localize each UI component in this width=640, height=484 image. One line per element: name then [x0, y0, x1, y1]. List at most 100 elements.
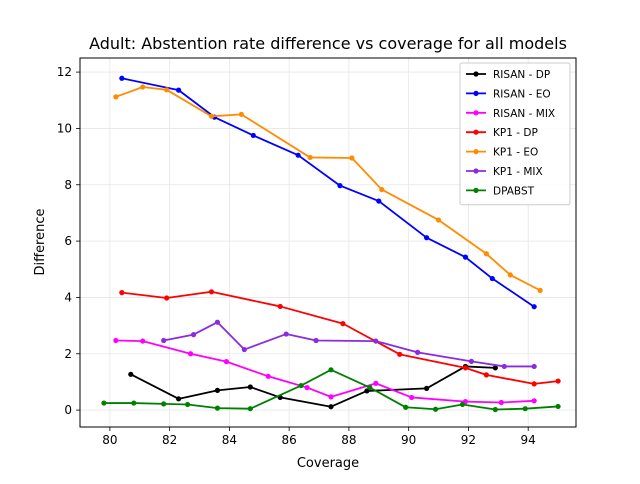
legend-label: DPABST [493, 185, 535, 197]
data-point [283, 331, 289, 337]
data-point [250, 132, 256, 139]
data-point [223, 359, 230, 365]
y-axis-label: Difference [33, 208, 48, 275]
data-point [164, 295, 170, 301]
y-tick-label: 4 [64, 290, 72, 304]
data-point [373, 338, 379, 344]
data-point [161, 401, 167, 407]
series-group [161, 319, 537, 370]
data-point [247, 406, 253, 412]
data-point [531, 398, 537, 404]
data-point [531, 363, 537, 370]
data-point [501, 363, 507, 370]
data-point [184, 401, 191, 408]
legend-marker [473, 129, 479, 135]
data-point [313, 337, 319, 344]
data-point [492, 365, 498, 371]
data-point [432, 406, 439, 412]
legend-marker [473, 187, 479, 193]
legend-marker [473, 71, 479, 77]
data-point [113, 337, 119, 344]
x-axis-label: Coverage [297, 456, 359, 471]
data-point [435, 217, 442, 223]
data-point [119, 290, 125, 296]
data-point [462, 254, 469, 260]
data-point [522, 406, 528, 412]
x-tick-label: 82 [162, 433, 177, 447]
x-tick-label: 92 [461, 433, 476, 447]
chart-title: Adult: Abstention rate difference vs cov… [89, 34, 567, 53]
legend-label: RISAN - EO [493, 88, 551, 100]
series-group [101, 75, 561, 413]
legend-label: RISAN - MIX [493, 108, 555, 120]
data-point [537, 287, 543, 293]
data-point [328, 367, 334, 373]
data-point [241, 346, 247, 353]
data-point [531, 381, 537, 387]
data-point [498, 399, 504, 406]
data-point [462, 365, 469, 371]
x-tick-label: 90 [401, 433, 416, 447]
data-point [468, 358, 475, 364]
legend-label: RISAN - DP [493, 69, 550, 81]
data-point [424, 385, 430, 392]
data-point [555, 403, 561, 410]
legend-label: KP1 - EO [493, 147, 538, 159]
data-point [140, 84, 146, 90]
data-point [304, 384, 310, 391]
data-point [397, 351, 403, 357]
y-tick-label: 2 [64, 347, 72, 361]
plot-frame [79, 57, 577, 428]
data-point [307, 154, 313, 161]
legend-label: KP1 - DP [493, 127, 538, 139]
data-point [176, 87, 182, 93]
data-point [277, 303, 283, 310]
y-tick-label: 6 [64, 234, 72, 248]
data-point [531, 304, 537, 310]
data-point [214, 319, 221, 325]
data-point [373, 380, 379, 386]
legend-marker [473, 110, 479, 116]
series-group [128, 363, 498, 410]
data-point [424, 235, 430, 241]
data-point [415, 349, 421, 355]
data-point [507, 272, 513, 278]
x-tick-label: 86 [282, 433, 297, 447]
data-point [379, 186, 385, 193]
data-point [214, 405, 221, 411]
data-point [459, 401, 466, 408]
data-point [403, 404, 409, 410]
data-point [247, 384, 253, 390]
series-group [113, 84, 543, 293]
data-point [337, 183, 343, 189]
y-tick-label: 10 [57, 121, 72, 135]
data-point [483, 372, 489, 378]
data-point [340, 321, 346, 327]
data-point [131, 400, 137, 406]
data-point [214, 387, 221, 393]
data-point [364, 388, 370, 394]
y-tick-label: 0 [64, 403, 72, 417]
y-axis-ticks: 0 2 4 6 8 10 12 [57, 65, 80, 417]
x-tick-label: 80 [102, 433, 117, 447]
legend-label: KP1 - MIX [493, 166, 543, 178]
data-point [208, 113, 215, 119]
data-point [555, 378, 561, 384]
legend-marker [473, 149, 479, 155]
x-axis-ticks: 80 82 84 86 88 90 92 94 [102, 427, 536, 447]
x-tick-label: 94 [521, 433, 536, 447]
data-point [328, 394, 334, 400]
series-line [115, 86, 541, 292]
y-tick-label: 8 [64, 178, 72, 192]
data-point [298, 382, 304, 389]
data-point [265, 373, 271, 379]
data-point [328, 404, 334, 410]
data-point [140, 338, 146, 344]
data-point [161, 337, 167, 344]
data-point [119, 75, 125, 81]
legend: RISAN - DP RISAN - EO RISAN - MIX KP1 - DP K… [459, 62, 571, 206]
legend-marker [473, 168, 479, 174]
x-tick-label: 84 [222, 433, 237, 447]
series-line [121, 290, 559, 385]
